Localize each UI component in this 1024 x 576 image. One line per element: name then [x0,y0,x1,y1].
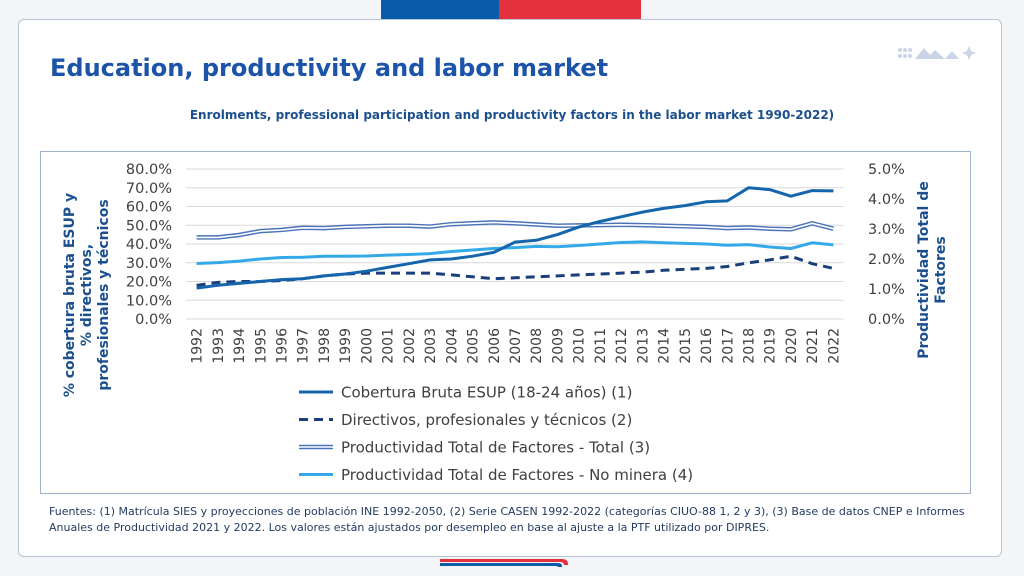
x-tick-label: 2008 [529,328,545,364]
legend-label: Productividad Total de Factores - Total … [341,439,650,457]
y2-tick-label: 0.0% [868,312,905,328]
series-line-inner [196,221,834,239]
chart-frame: 0.0% 10.0% 20.0% 30.0% 40.0% 50.0% 60.0% 70.0% 8… [40,151,971,494]
series-line [196,254,834,287]
x-tick-label: 2013 [635,328,651,364]
x-tick-label: 2007 [508,328,524,364]
x-tick-label: 2000 [359,328,375,364]
x-tick-label: 2003 [423,328,439,364]
x-tick-label: 2022 [826,328,842,364]
y2-tick-label: 3.0% [868,222,905,238]
chart-subtitle: Enrolments, professional participation a… [189,108,835,122]
x-tick-label: 2010 [572,328,588,364]
legend-label: Productividad Total de Factores - No min… [341,466,693,484]
x-tick-label: 2002 [402,328,418,364]
y-tick-label: 30.0% [126,256,172,272]
flag-red-stripe [499,0,641,19]
x-tick-label: 1995 [253,328,269,364]
y-tick-label: 0.0% [135,312,172,328]
y-tick-label: 20.0% [126,275,172,291]
y2-axis-title: Productividad Total deFactores [916,181,949,359]
y2-tick-label: 4.0% [868,192,905,208]
x-tick-label: 2001 [381,328,397,364]
x-tick-label: 2005 [466,328,482,364]
x-tick-label: 2014 [657,328,673,364]
source-note: Fuentes: (1) Matrícula SIES y proyeccion… [49,505,965,534]
x-tick-label: 2009 [550,328,566,364]
series-line [196,240,834,265]
y-axis-title-line: % directivos, [79,244,95,346]
y2-axis-title-line: Factores [933,236,949,304]
x-tick-label: 2004 [444,328,460,364]
y2-axis-title-line: Productividad Total de [916,181,932,359]
bottom-decoration [440,559,568,567]
x-tick-label: 2018 [741,328,757,364]
y-axis-title-line: profesionales y técnicos [96,199,112,390]
legend-label: Directivos, profesionales y técnicos (2) [341,411,632,429]
y2-tick-label: 2.0% [868,252,905,268]
y-tick-label: 60.0% [126,200,172,216]
y2-tick-label: 5.0% [868,162,905,178]
x-tick-label: 1999 [338,328,354,364]
y-tick-label: 70.0% [126,181,172,197]
y2-tick-label: 1.0% [868,282,905,298]
x-tick-label: 1998 [317,328,333,364]
x-tick-label: 2020 [784,328,800,364]
page-title: Education, productivity and labor market [50,54,609,82]
y-axis-title-line: % cobertura bruta ESUP y [62,193,78,397]
x-tick-label: 2021 [805,328,821,364]
x-tick-label: 2017 [720,328,736,364]
x-tick-label: 1992 [190,328,206,364]
x-tick-label: 2019 [763,328,779,364]
y-tick-label: 40.0% [126,237,172,253]
y-tick-label: 80.0% [126,162,172,178]
y-tick-label: 10.0% [126,293,172,309]
x-tick-label: 2016 [699,328,715,364]
series-line [196,220,834,240]
y-tick-label: 50.0% [126,218,172,234]
y-axis-title: % cobertura bruta ESUP y% directivos,pro… [62,193,112,397]
x-tick-label: 2011 [593,328,609,364]
flag-blue-stripe [381,0,499,19]
line-chart: 0.0% 10.0% 20.0% 30.0% 40.0% 50.0% 60.0% 70.0% 8… [62,162,949,484]
x-tick-label: 2015 [678,328,694,364]
x-tick-label: 2012 [614,328,630,364]
legend-label: Cobertura Bruta ESUP (18-24 años) (1) [341,384,632,402]
x-tick-label: 1994 [232,328,248,364]
x-tick-label: 1996 [275,328,291,364]
x-tick-label: 1997 [296,328,312,364]
x-tick-label: 1993 [211,328,227,364]
series-line [196,186,834,290]
x-tick-label: 2006 [487,328,503,364]
institution-logo-icon [898,46,976,60]
